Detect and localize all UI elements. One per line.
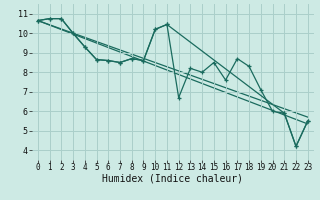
X-axis label: Humidex (Indice chaleur): Humidex (Indice chaleur): [102, 173, 243, 183]
